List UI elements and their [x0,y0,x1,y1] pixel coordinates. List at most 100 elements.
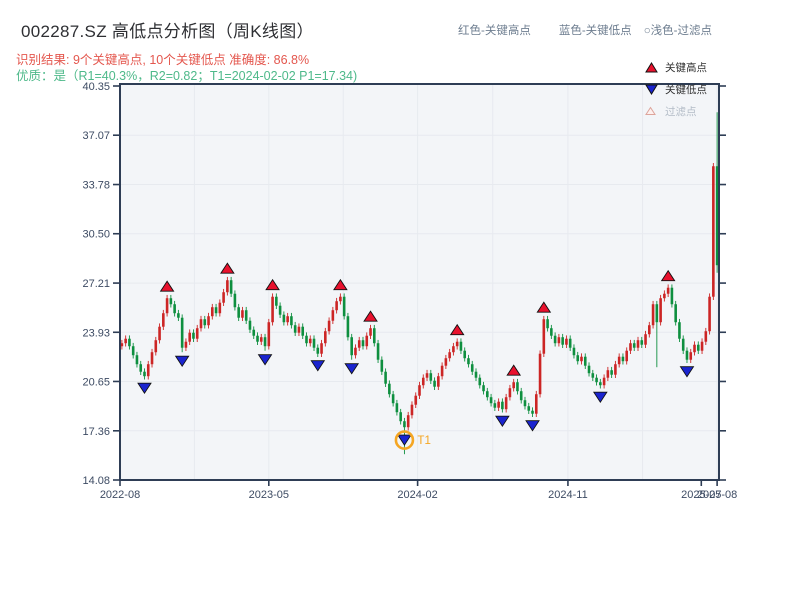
candle-down [131,346,135,356]
candle-down [531,410,534,414]
key-high-marker [159,280,175,292]
legend-item-key-low: 关键低点 [645,82,707,96]
candle-up [418,385,421,396]
candle-down [139,364,143,372]
candle-down [678,322,681,339]
candle-down [583,356,587,366]
t1-label: T1 [417,435,430,447]
x-tick-label: 2025-08 [697,489,737,501]
candle-up [437,376,440,387]
y-tick-label: 17.36 [82,426,110,438]
legend-item-filtered: 过滤点 [645,104,707,118]
candle-down [177,313,180,318]
candle-down [143,371,146,377]
y-tick-label: 33.78 [82,180,110,192]
candle-down [312,338,316,348]
candle-up [425,373,429,378]
candle-down [380,359,384,372]
candle-up [165,298,169,314]
key-low-marker [310,360,326,372]
candle-down [681,338,685,351]
candle-up [708,296,711,332]
candle-down [169,298,173,305]
y-tick-label: 14.08 [82,475,110,487]
candle-up [188,332,191,342]
candle-down [463,350,467,359]
x-tick-label: 2023-05 [249,489,289,501]
candle-down [256,335,259,342]
candle-down [244,310,248,321]
candle-down [403,421,406,428]
candle-down [290,316,293,326]
candle-up [226,280,229,293]
candle-down [263,337,267,347]
y-tick-label: 20.65 [82,376,110,388]
candle-up [184,341,188,348]
candle-down [493,403,497,408]
candle-down [252,329,256,336]
key-low-marker [344,363,360,375]
candle-down [632,343,636,348]
candle-up [158,326,161,341]
y-tick-label: 37.07 [82,130,110,142]
candle-down [282,314,286,323]
y-tick-label: 40.35 [82,81,110,93]
key-high-marker [220,262,235,274]
quality-result-text: 优质：是（R1=40.3%，R2=0.82；T1=2024-02-02 P1=1… [16,69,358,83]
candle-up [354,347,357,356]
candle-down [610,370,613,375]
x-tick-label: 2022-08 [100,489,140,501]
candle-up [421,377,425,386]
candle-up [327,320,331,332]
candle-down [275,296,278,306]
candle-up [308,338,312,344]
candle-up [331,310,335,321]
candle-up [218,302,222,314]
candle-down [376,343,380,360]
candle-down [546,319,549,329]
key-low-marker [397,434,412,446]
candle-down [568,338,572,348]
candle-down [399,412,402,422]
candle-up [542,319,546,354]
key-high-marker [660,269,676,282]
candle-up [162,313,165,327]
header-legend-high: 红色-关键高点 [458,25,531,37]
candle-down [478,377,482,386]
candle-up [557,337,561,344]
candle-up [689,352,693,360]
candle-up [625,350,629,362]
candle-up [666,287,670,294]
candle-down [674,304,677,323]
candle-up [455,341,459,347]
candle-down [180,317,184,348]
candle-up [448,352,451,359]
candle-up [210,307,214,317]
candle-up [120,343,124,347]
y-tick-label: 30.50 [82,229,110,241]
candle-down [553,335,557,344]
candle-up [365,335,369,347]
candle-up [614,364,617,375]
candle-down [486,391,489,398]
candle-down [670,287,674,305]
candle-up [259,337,263,342]
candle-up [146,364,150,377]
candle-down [342,296,346,317]
candle-down [391,394,395,404]
candle-down [459,341,463,351]
candle-down [474,371,478,378]
candle-up [512,382,515,389]
price-chart: T1 40.35 37.07 33.78 30.50 27.21 23.93 20.65 17.… [82,81,737,501]
x-tick-label: 2025-07 [681,489,721,501]
candle-down [516,382,519,392]
candle-up [444,358,448,366]
legend-label-key-low: 关键低点 [665,83,707,96]
candle-down [591,373,595,378]
candle-up [154,340,158,353]
legend-label-filtered: 过滤点 [665,105,697,118]
candle-down [237,307,240,318]
candle-up [580,356,583,362]
candle-up [644,334,647,345]
